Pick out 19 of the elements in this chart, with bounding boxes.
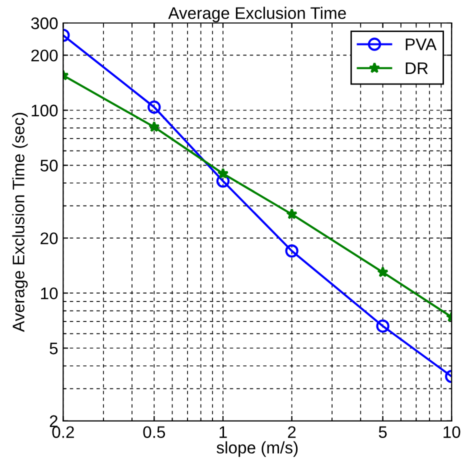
x-tick-label: 0.2 bbox=[52, 426, 74, 438]
x-tick-label: 2 bbox=[288, 426, 296, 438]
y-tick-label: 5 bbox=[50, 342, 58, 354]
y-tick-label: 300 bbox=[31, 17, 58, 30]
legend-label: DR bbox=[406, 62, 428, 74]
y-axis-title: Average Exclusion Time (sec) bbox=[12, 112, 28, 332]
y-tick-label: 100 bbox=[32, 104, 58, 116]
y-tick-label: 50 bbox=[40, 160, 58, 172]
x-tick-label: 0.5 bbox=[143, 426, 166, 438]
y-tick-label: 10 bbox=[41, 287, 58, 300]
x-axis-title: slope (m/s) bbox=[216, 441, 298, 457]
legend-label: PVA bbox=[406, 38, 437, 50]
y-tick-label: 20 bbox=[40, 232, 58, 244]
y-tick-label: 200 bbox=[31, 50, 58, 62]
chart-title: Average Exclusion Time bbox=[168, 6, 346, 22]
y-tick-label: 2 bbox=[50, 415, 58, 427]
x-tick-label: 1 bbox=[220, 426, 227, 438]
x-tick-label: 10 bbox=[444, 426, 460, 438]
x-tick-label: 5 bbox=[378, 426, 387, 438]
